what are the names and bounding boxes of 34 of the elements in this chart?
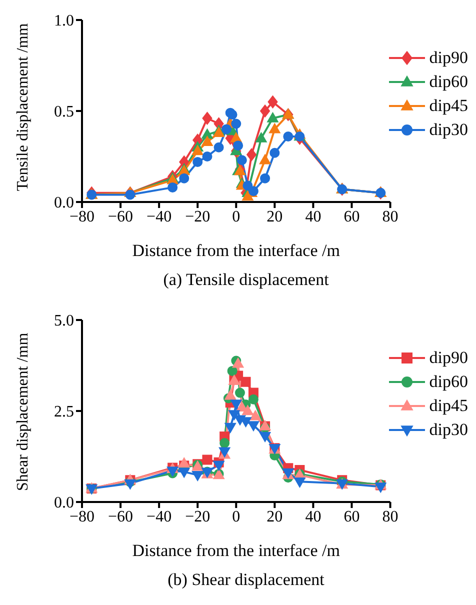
y-tick-label: 0.5: [54, 104, 74, 121]
y-tick-label: 5.0: [54, 312, 74, 330]
y-tick-label: 1.0: [54, 12, 74, 30]
x-tick-label: 80: [382, 508, 398, 526]
x-tick-label: −20: [185, 508, 210, 526]
y-axis-title: Tensile displacement /mm: [14, 22, 32, 191]
x-tick-label: 0: [232, 208, 240, 226]
x-tick-label: −60: [108, 508, 134, 526]
legend-label: dip30: [429, 419, 468, 441]
x-axis-title: Distance from the interface /m: [132, 241, 340, 260]
x-tick-label: 20: [266, 508, 283, 526]
x-axis-title: Distance from the interface /m: [132, 541, 340, 560]
x-tick-label: 60: [344, 508, 360, 526]
legend-label: dip90: [429, 47, 468, 69]
x-tick-label: 40: [305, 208, 322, 226]
x-tick-label: −40: [146, 208, 172, 226]
text: (a) Tensile displacement: [162, 269, 330, 291]
x-tick-label: 80: [382, 208, 398, 226]
legend-label: dip90: [429, 347, 468, 369]
legend-label: dip30: [429, 119, 468, 141]
x-tick-label: −20: [185, 208, 210, 226]
legend-label: dip60: [429, 371, 468, 393]
text: (b) Shear displacement: [166, 569, 326, 591]
x-tick-label: 40: [305, 508, 322, 526]
legend-label: dip45: [429, 395, 468, 417]
y-tick-label: 2.5: [54, 404, 74, 421]
x-tick-label: −60: [108, 208, 134, 226]
x-tick-label: 0: [232, 508, 240, 526]
x-tick-label: 20: [266, 208, 283, 226]
legend-label: dip45: [429, 95, 468, 117]
x-tick-label: −40: [146, 508, 172, 526]
legend-label: dip60: [429, 71, 468, 93]
x-tick-label: 60: [344, 208, 360, 226]
y-axis-title: Shear displacement /mm: [14, 332, 32, 491]
